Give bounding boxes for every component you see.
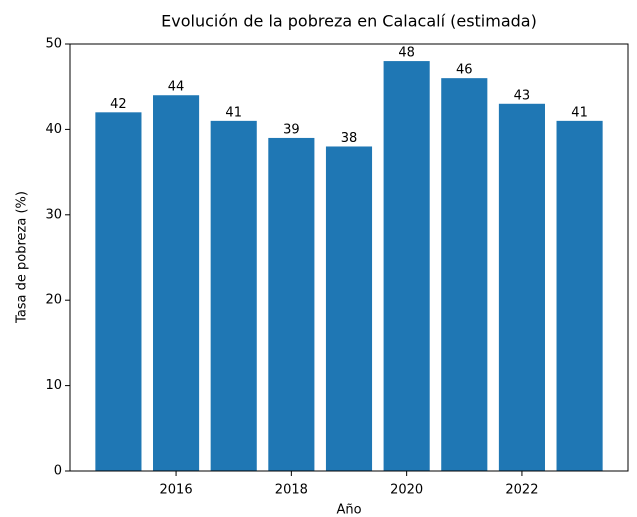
data-label: 46 bbox=[456, 63, 473, 78]
bar bbox=[498, 103, 545, 471]
bar bbox=[210, 120, 257, 472]
x-tick-label: 2018 bbox=[275, 483, 308, 498]
plot-frame bbox=[69, 43, 629, 472]
data-label: 41 bbox=[571, 105, 588, 120]
bar bbox=[153, 95, 200, 472]
x-axis-label: Año bbox=[336, 503, 361, 517]
data-label: 44 bbox=[168, 80, 185, 95]
x-tick-label: 2016 bbox=[160, 483, 193, 498]
y-tick-label: 30 bbox=[45, 207, 62, 222]
y-axis-label: Tasa de pobreza (%) bbox=[15, 191, 30, 324]
data-label: 39 bbox=[283, 122, 300, 137]
bar bbox=[268, 137, 315, 471]
y-tick-label: 50 bbox=[45, 37, 62, 52]
data-label: 42 bbox=[110, 97, 127, 112]
chart-title: Evolución de la pobreza en Calacalí (est… bbox=[161, 12, 537, 31]
x-tick-label: 2020 bbox=[390, 483, 423, 498]
bar bbox=[556, 120, 603, 472]
y-tick-label: 40 bbox=[45, 122, 62, 137]
y-tick-label: 10 bbox=[45, 378, 62, 393]
data-label: 48 bbox=[398, 46, 415, 61]
x-tick-label: 2022 bbox=[505, 483, 538, 498]
data-label: 41 bbox=[225, 105, 242, 120]
bar bbox=[95, 112, 142, 471]
y-tick-label: 20 bbox=[45, 293, 62, 308]
bar bbox=[441, 78, 488, 471]
data-label: 38 bbox=[341, 131, 358, 146]
bar bbox=[383, 61, 430, 471]
bar bbox=[325, 146, 373, 472]
y-tick-label: 0 bbox=[54, 464, 62, 479]
data-label: 43 bbox=[514, 88, 531, 103]
